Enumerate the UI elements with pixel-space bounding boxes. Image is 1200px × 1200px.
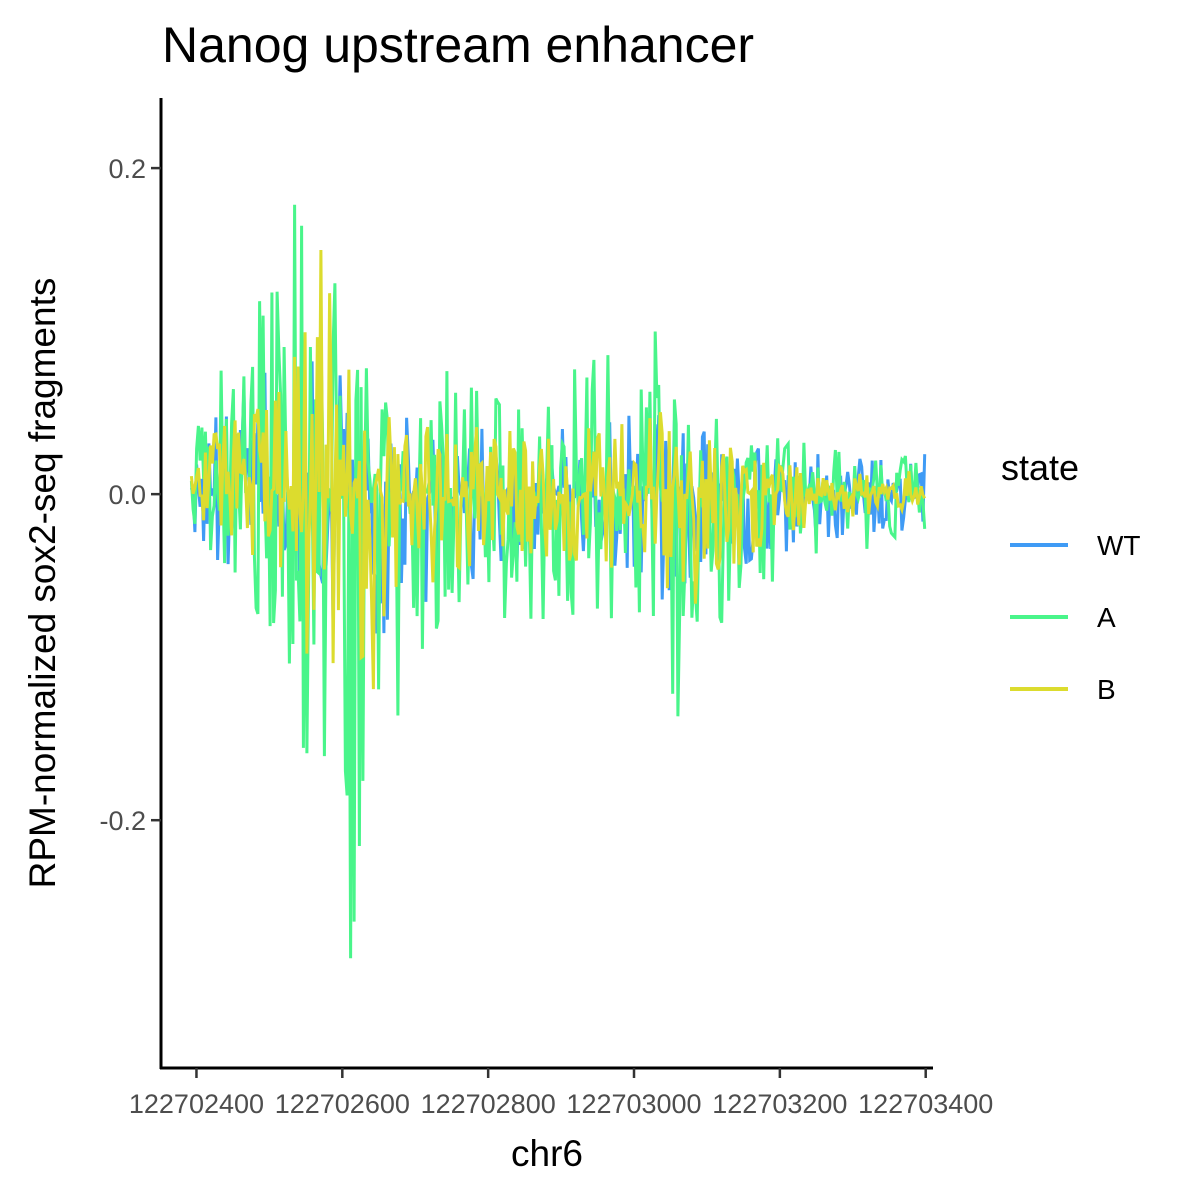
series-layer [189,204,927,959]
y-ticks: 0.2 0.0 -0.2 [99,154,161,836]
legend-label-b: B [1097,674,1116,705]
y-tick-label: 0.2 [108,154,146,184]
legend-label-a: A [1097,602,1116,633]
x-axis-title: chr6 [511,1133,583,1174]
y-axis-title: RPM-normalized sox2-seq fragments [22,278,63,889]
y-tick-label: 0.0 [108,480,146,510]
x-tick-label: 122702800 [421,1089,556,1119]
chart-title: Nanog upstream enhancer [162,17,754,73]
x-tick-label: 122703200 [712,1089,847,1119]
series-line-b [189,249,927,690]
x-tick-label: 122703000 [566,1089,701,1119]
y-tick-label: -0.2 [99,806,146,836]
x-tick-label: 122702600 [275,1089,410,1119]
series-line-a [189,204,927,959]
plot-area [189,204,927,959]
legend-label-wt: WT [1097,530,1141,561]
legend: state WT A B [1001,447,1141,705]
x-ticks: 122702400 122702600 122702800 122703000 1227… [129,1068,993,1119]
x-tick-label: 122702400 [129,1089,264,1119]
x-tick-label: 122703400 [858,1089,993,1119]
legend-title: state [1001,447,1079,488]
